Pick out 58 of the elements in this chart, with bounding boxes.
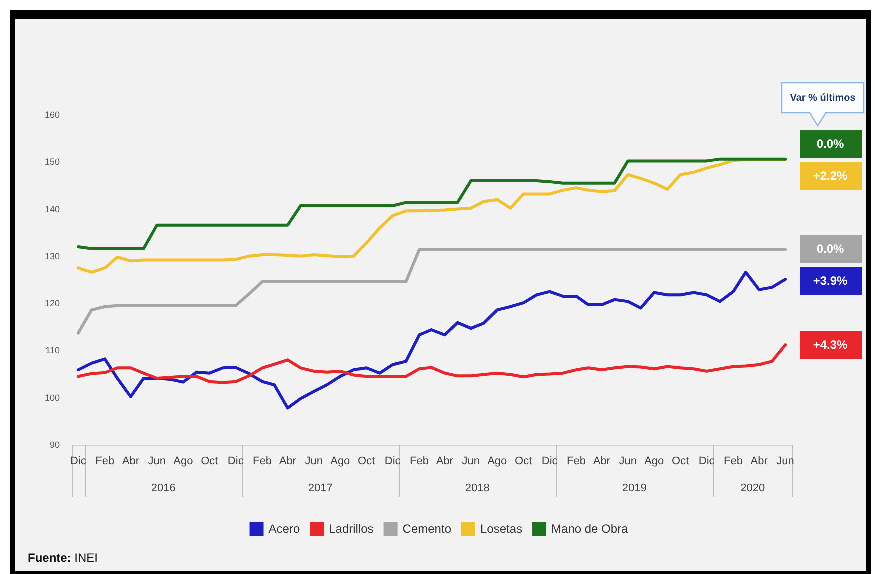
- x-tick-label: Oct: [201, 456, 218, 468]
- text: Var % últimos: [789, 92, 857, 106]
- line-series: [76, 344, 788, 384]
- x-tick-label: Ago: [330, 456, 350, 468]
- line-series: [76, 248, 788, 335]
- y-tick-label: 110: [46, 346, 60, 356]
- x-tick-label: Jun: [148, 456, 166, 468]
- x-tick-label: Feb: [567, 456, 586, 468]
- line-series: [76, 158, 788, 274]
- legend-label: Ladrillos: [329, 522, 374, 536]
- annotation: 0.0%: [800, 130, 862, 158]
- x-tick-label: Abr: [122, 456, 140, 468]
- y-tick-label: 140: [44, 204, 60, 214]
- x-tick-label: Jun: [305, 456, 324, 468]
- x-tick-label: Dic: [698, 456, 716, 468]
- x2-tick-label: 2018: [465, 482, 490, 494]
- annotation: +3.9%: [800, 266, 862, 295]
- annotation: +2.2%: [800, 162, 862, 190]
- x-tick-label: Abr: [436, 456, 454, 468]
- legend-label: Acero: [268, 522, 300, 536]
- y-tick-label: 150: [44, 157, 60, 168]
- x-tick-label: Ago: [644, 456, 664, 468]
- y-tick-label: 100: [44, 392, 60, 403]
- legend-label: Mano de Obra: [552, 522, 629, 536]
- annotation: +4.3%: [800, 331, 862, 360]
- x2-tick-label: 2019: [622, 482, 647, 494]
- line-series: [76, 270, 788, 410]
- x-tick-label: Dic: [384, 456, 402, 468]
- x2-tick-label: 2020: [740, 482, 766, 494]
- x-tick-label: Feb: [410, 456, 430, 468]
- x-tick-label: Oct: [672, 456, 690, 468]
- y-tick-label: 160: [44, 110, 60, 120]
- annotation: 0.0%: [800, 234, 862, 263]
- line-series: [76, 158, 788, 250]
- y-tick-label: 130: [44, 251, 60, 262]
- x-tick-label: Oct: [358, 456, 376, 468]
- x-tick-label: Jun: [462, 456, 480, 468]
- x-tick-label: Ago: [174, 456, 194, 468]
- x-tick-label: Feb: [724, 456, 743, 468]
- x2-tick-label: 2016: [151, 482, 176, 494]
- x-tick-label: Abr: [593, 456, 611, 468]
- y-tick-label: 120: [44, 298, 60, 309]
- y-tick-label: 90: [50, 440, 60, 450]
- x-tick-label: Ago: [488, 456, 508, 468]
- x2-tick-label: 2017: [308, 482, 333, 494]
- legend-label: Losetas: [480, 522, 523, 536]
- x-tick-label: Abr: [279, 456, 297, 468]
- legend-label: Cemento: [402, 522, 452, 536]
- x-tick-label: Dic: [70, 456, 87, 468]
- x-tick-label: Oct: [515, 456, 532, 468]
- x-tick-label: Dic: [542, 456, 558, 468]
- x-tick-label: Abr: [750, 456, 768, 468]
- x-tick-label: Jun: [776, 456, 794, 468]
- x-tick-label: Feb: [253, 456, 272, 468]
- x-tick-label: Jun: [619, 456, 638, 468]
- source-note: Fuente: INEI: [28, 551, 98, 565]
- x-tick-label: Dic: [228, 456, 244, 468]
- x-tick-label: Feb: [96, 456, 115, 468]
